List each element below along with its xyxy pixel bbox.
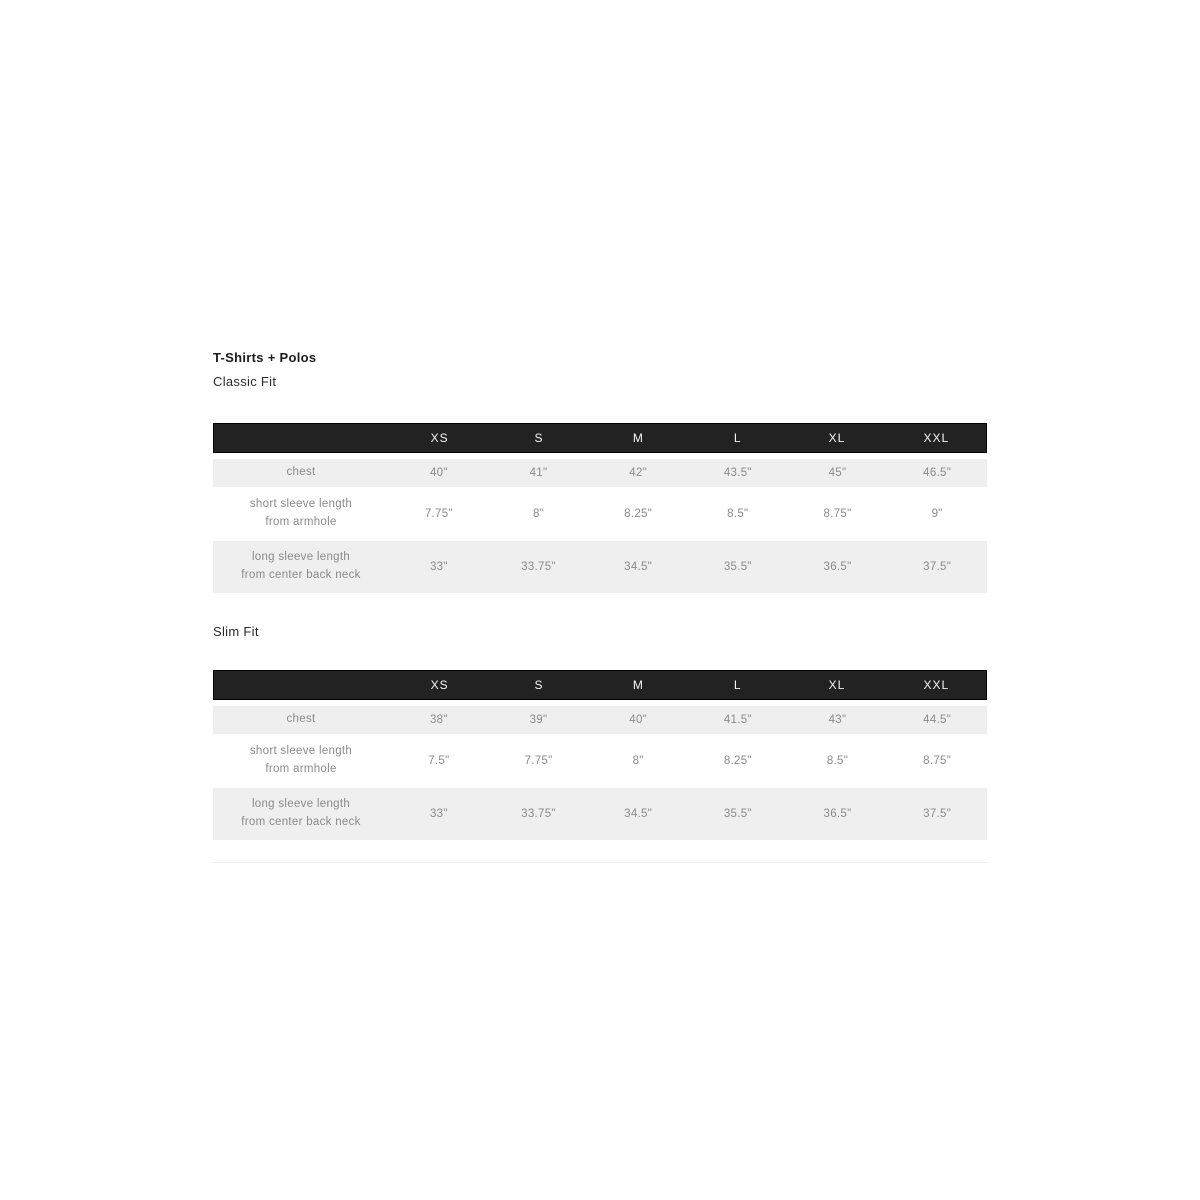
table-cell: 37.5" bbox=[923, 561, 952, 573]
row-label: long sleeve length from center back neck bbox=[241, 551, 361, 581]
table-cell: 39" bbox=[529, 714, 548, 726]
size-chart-section: T-Shirts + Polos Classic Fit XS S M L XL… bbox=[213, 350, 987, 863]
header-cell-size: XS bbox=[430, 678, 449, 692]
table-cell: 45" bbox=[828, 467, 847, 479]
divider bbox=[213, 862, 987, 863]
table-cell: 43" bbox=[828, 714, 847, 726]
header-cell-size: L bbox=[733, 678, 742, 692]
table-row-chest: chest 40" 41" 42" 43.5" 45" 46.5" bbox=[213, 459, 987, 487]
header-cell-size: M bbox=[632, 431, 644, 445]
header-cell-size: XL bbox=[828, 678, 846, 692]
header-cell-size: XS bbox=[430, 431, 449, 445]
table-cell: 8.75" bbox=[823, 508, 852, 520]
table-row-chest: chest 38" 39" 40" 41.5" 43" 44.5" bbox=[213, 706, 987, 734]
table-row-short-sleeve: short sleeve length from armhole 7.75" 8… bbox=[213, 490, 987, 538]
row-label: chest bbox=[286, 713, 316, 726]
table-header-row: XS S M L XL XXL bbox=[213, 670, 987, 700]
table-row-short-sleeve: short sleeve length from armhole 7.5" 7.… bbox=[213, 737, 987, 785]
table-row-long-sleeve: long sleeve length from center back neck… bbox=[213, 541, 987, 593]
table-cell: 41" bbox=[529, 467, 548, 479]
row-label: short sleeve length from armhole bbox=[249, 745, 353, 775]
table-cell: 36.5" bbox=[823, 808, 852, 820]
table-cell: 33.75" bbox=[521, 561, 556, 573]
header-cell-size: S bbox=[534, 431, 544, 445]
table-cell: 33" bbox=[429, 808, 448, 820]
table-cell: 40" bbox=[429, 467, 448, 479]
table-cell: 34.5" bbox=[624, 808, 653, 820]
table-cell: 44.5" bbox=[923, 714, 952, 726]
table-cell: 40" bbox=[629, 714, 648, 726]
size-table-classic-fit: XS S M L XL XXL chest 40" 41" 42" 43.5" … bbox=[213, 423, 987, 593]
size-table-slim-fit: XS S M L XL XXL chest 38" 39" 40" 41.5" … bbox=[213, 670, 987, 863]
table-cell: 41.5" bbox=[723, 714, 752, 726]
header-cell-size: S bbox=[534, 678, 544, 692]
table-cell: 8.25" bbox=[723, 755, 752, 767]
table-cell: 7.75" bbox=[524, 755, 553, 767]
table-cell: 42" bbox=[629, 467, 648, 479]
table-cell: 38" bbox=[429, 714, 448, 726]
table-cell: 8" bbox=[632, 755, 644, 767]
row-label: chest bbox=[286, 466, 316, 479]
table-cell: 8.25" bbox=[624, 508, 653, 520]
table-cell: 35.5" bbox=[723, 808, 752, 820]
table-cell: 7.75" bbox=[424, 508, 453, 520]
section-title: T-Shirts + Polos bbox=[213, 350, 317, 365]
table-header-row: XS S M L XL XXL bbox=[213, 423, 987, 453]
table-cell: 8.75" bbox=[923, 755, 952, 767]
header-cell-size: XL bbox=[828, 431, 846, 445]
table-cell: 37.5" bbox=[923, 808, 952, 820]
row-label: long sleeve length from center back neck bbox=[241, 798, 361, 828]
header-cell-size: L bbox=[733, 431, 742, 445]
table-row-long-sleeve: long sleeve length from center back neck… bbox=[213, 788, 987, 840]
header-cell-size: XXL bbox=[923, 431, 950, 445]
table-cell: 8.5" bbox=[826, 755, 849, 767]
table-cell: 8.5" bbox=[727, 508, 749, 520]
row-label: short sleeve length from armhole bbox=[249, 498, 353, 528]
table-cell: 9" bbox=[931, 508, 943, 520]
fit-label-classic: Classic Fit bbox=[213, 374, 277, 389]
table-cell: 33" bbox=[429, 561, 448, 573]
header-cell-size: XXL bbox=[923, 678, 950, 692]
table-cell: 8" bbox=[532, 508, 545, 520]
table-cell: 7.5" bbox=[428, 755, 450, 767]
table-cell: 43.5" bbox=[723, 467, 752, 479]
table-cell: 34.5" bbox=[624, 561, 653, 573]
header-cell-size: M bbox=[632, 678, 644, 692]
fit-label-slim: Slim Fit bbox=[213, 624, 259, 639]
table-cell: 33.75" bbox=[521, 808, 556, 820]
table-cell: 35.5" bbox=[723, 561, 752, 573]
table-cell: 46.5" bbox=[923, 467, 952, 479]
table-cell: 36.5" bbox=[823, 561, 852, 573]
